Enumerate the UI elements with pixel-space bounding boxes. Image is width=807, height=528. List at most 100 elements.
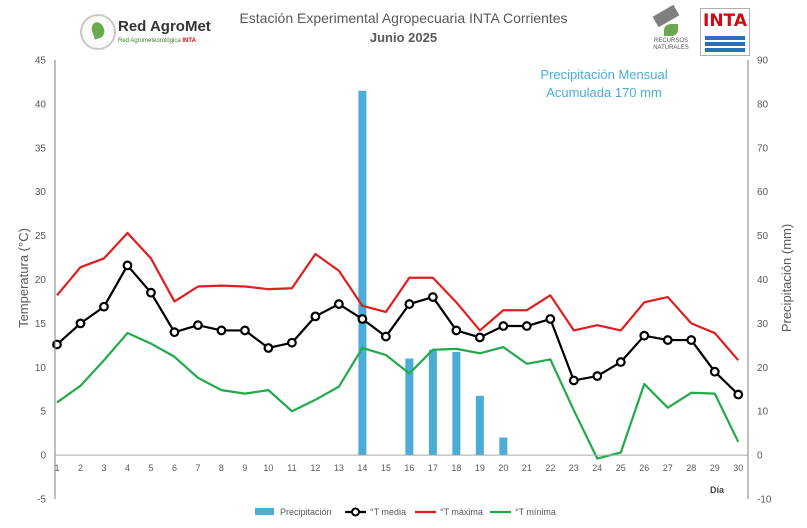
x-tick-label: 6 xyxy=(172,463,177,473)
point-tmedia xyxy=(263,343,274,353)
point-tmedia xyxy=(52,339,62,350)
x-tick-label: 24 xyxy=(592,463,602,473)
recursos-naturales-logo: RECURSOS NATURALES xyxy=(646,4,696,56)
x-tick-label: 18 xyxy=(451,463,461,473)
x-tick-label: 16 xyxy=(404,463,414,473)
point-tmedia xyxy=(216,325,227,336)
logo-name: Red AgroMet xyxy=(118,18,211,35)
precip-bar xyxy=(358,90,367,456)
inta-stripe-3 xyxy=(705,48,745,52)
left-tick-label: 15 xyxy=(35,319,47,330)
leaf-icon xyxy=(89,20,107,40)
precip-bar xyxy=(405,358,414,456)
chart-title: Estación Experimental Agropecuaria INTA … xyxy=(239,10,568,26)
x-tick-label: 25 xyxy=(616,463,626,473)
x-tick-label: 27 xyxy=(663,463,673,473)
legend-item: Precipitación xyxy=(255,507,332,517)
y-axis-label-left: Temperatura (°C) xyxy=(16,228,31,328)
point-tmedia xyxy=(521,321,532,331)
right-tick-label: 60 xyxy=(757,187,769,198)
x-tick-label: 5 xyxy=(148,463,153,473)
x-tick-label: 22 xyxy=(545,463,555,473)
point-tmedia xyxy=(240,325,250,336)
axes xyxy=(54,60,749,499)
line-tmax xyxy=(56,231,740,361)
point-tmedia xyxy=(75,318,86,329)
line-tmin xyxy=(56,331,740,460)
right-tick-label: -10 xyxy=(757,495,772,506)
right-tick-label: 20 xyxy=(757,363,769,374)
legend-label: Precipitación xyxy=(280,507,332,517)
inta-wordmark: INTA xyxy=(703,11,747,31)
naturales-text: NATURALES xyxy=(653,45,689,51)
point-tmedia xyxy=(333,299,344,309)
point-tmedia xyxy=(498,321,509,331)
legend-item: °T mínima xyxy=(490,507,556,517)
legend-label: °T máxima xyxy=(440,507,483,517)
x-axis-label: Día xyxy=(710,485,725,495)
right-tick-label: 80 xyxy=(757,99,769,110)
x-tick-label: 1 xyxy=(54,463,59,473)
point-tmedia xyxy=(545,314,556,324)
right-tick-label: 40 xyxy=(757,275,769,286)
red-agromet-logo: Red AgroMet Red Agrometeorológica INTA xyxy=(80,14,211,54)
x-tick-label: 13 xyxy=(334,463,344,473)
x-tick-label: 15 xyxy=(381,463,391,473)
left-tick-label: 20 xyxy=(35,275,47,286)
x-tick-label: 14 xyxy=(357,463,367,473)
point-tmedia xyxy=(474,332,485,343)
point-tmedia xyxy=(310,311,321,322)
x-tick-label: 30 xyxy=(733,463,743,473)
recursos-naturales-text: RECURSOS NATURALES xyxy=(646,38,696,52)
logo-sub-badge: INTA xyxy=(182,38,196,44)
point-tmedia xyxy=(357,314,368,324)
point-tmedia xyxy=(451,325,462,336)
legend-label: °T mínima xyxy=(515,507,556,517)
point-tmedia xyxy=(686,335,697,345)
legend-swatch xyxy=(255,508,274,515)
x-tick-label: 8 xyxy=(219,463,224,473)
right-tick-label: 50 xyxy=(757,231,769,242)
logo-subtitle-text: Red Agrometeorológica xyxy=(118,38,181,44)
right-tick-label: 0 xyxy=(757,451,763,462)
x-tick-label: 9 xyxy=(242,463,247,473)
left-tick-label: -5 xyxy=(37,495,46,506)
point-tmedia xyxy=(146,287,156,298)
x-tick-label: 10 xyxy=(263,463,273,473)
point-tmedia xyxy=(169,327,180,338)
x-tick-label: 4 xyxy=(125,463,130,473)
x-tick-label: 26 xyxy=(639,463,649,473)
line-tmedia xyxy=(56,264,740,396)
left-tick-label: 30 xyxy=(35,187,47,198)
left-axis-ticks: -5 0 5 10 15 20 25 30 35 40 45 xyxy=(35,56,47,506)
logo-subtitle: Red Agrometeorológica INTA xyxy=(118,38,196,44)
precip-bars xyxy=(358,90,508,456)
left-tick-label: 45 xyxy=(35,56,47,67)
point-tmedia xyxy=(733,389,744,400)
right-axis-ticks: -10 0 10 20 30 40 50 60 70 80 90 xyxy=(757,56,772,506)
point-tmedia xyxy=(99,301,109,312)
left-tick-label: 40 xyxy=(35,99,47,110)
left-tick-label: 25 xyxy=(35,231,47,242)
left-tick-label: 35 xyxy=(35,143,47,154)
x-tick-label: 21 xyxy=(522,463,532,473)
precip-bar xyxy=(428,349,437,456)
x-tick-label: 19 xyxy=(475,463,485,473)
x-tick-label: 17 xyxy=(428,463,438,473)
point-tmedia xyxy=(404,299,415,309)
right-tick-label: 10 xyxy=(757,407,769,418)
point-tmedia xyxy=(568,375,579,386)
leaf-icon xyxy=(664,24,678,36)
legend-item: °T media xyxy=(345,507,406,517)
right-tick-label: 70 xyxy=(757,143,769,154)
annotation-line-2: Acumulada 170 mm xyxy=(546,85,662,100)
precip-bar xyxy=(475,395,484,456)
right-tick-label: 30 xyxy=(757,319,769,330)
x-tick-label: 23 xyxy=(569,463,579,473)
point-tmedia xyxy=(592,371,603,381)
x-tick-label: 2 xyxy=(78,463,83,473)
annotation-line-1: Precipitación Mensual xyxy=(540,67,667,82)
legend: Precipitación °T media °T máxima °T mínima xyxy=(255,507,556,517)
left-tick-label: 10 xyxy=(35,363,47,374)
